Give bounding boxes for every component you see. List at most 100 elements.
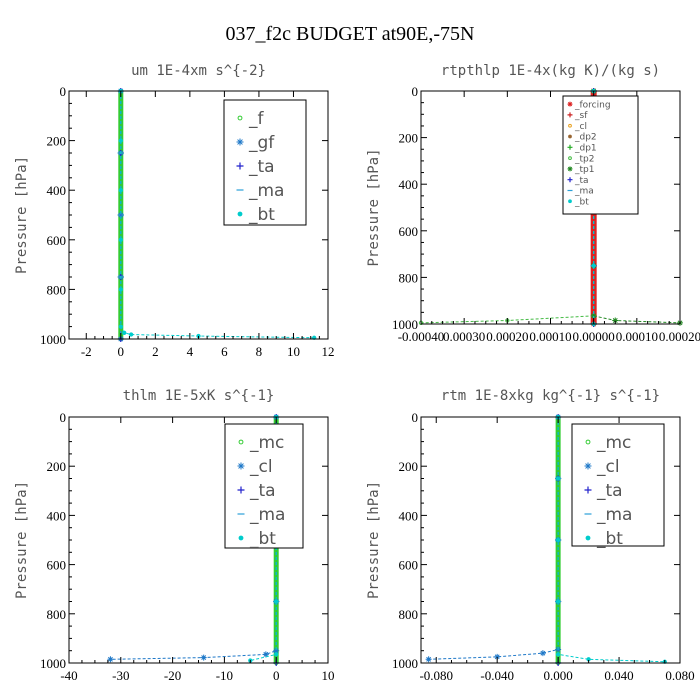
legend-marker-bt <box>238 535 244 541</box>
data-point-bt <box>118 188 123 193</box>
x-tick-label: 6 <box>221 344 228 359</box>
y-tick-label: 0 <box>412 84 419 99</box>
y-tick-label: 200 <box>47 134 67 149</box>
legend-label-ta: _ta <box>574 176 589 186</box>
legend-label-ma: _ma <box>574 187 594 197</box>
chart-panel-4: rtm 1E-8xkg kg^{-1} s^{-1} Pressure [hPa]… <box>366 388 695 683</box>
x-tick-label: 0.00020 <box>659 329 700 344</box>
legend-label-forcing: _forcing <box>574 100 611 110</box>
x-tick-label: 0.00030 <box>443 329 485 344</box>
legend-marker-forcing <box>567 101 573 107</box>
series-group <box>418 88 683 327</box>
y-tick-label: 600 <box>47 558 67 573</box>
data-point-bt <box>555 652 561 657</box>
chart-panel-1: um 1E-4xm s^{-2} Pressure [hPa] -2 0 2 4 6 8 10 1… <box>14 63 335 359</box>
legend-label-bt: _bt <box>249 529 276 549</box>
legend-marker-ta <box>236 162 244 170</box>
x-tick-label: 4 <box>187 344 194 359</box>
legend-marker-f <box>237 115 243 121</box>
y-tick-label: 400 <box>47 183 67 198</box>
legend-label-mc: _mc <box>596 433 631 453</box>
y-tick-label: 600 <box>399 558 419 573</box>
x-tick-label: -0.00040 <box>398 329 445 344</box>
plot-frame <box>420 90 681 325</box>
y-tick-label: 800 <box>47 282 67 297</box>
legend-label-bt: _bt <box>574 197 589 207</box>
x-tick-label: 0.00010 <box>529 329 571 344</box>
data-point-bt <box>118 324 123 329</box>
legend-label-tp1: _tp1 <box>574 165 594 175</box>
panel-title: thlm 1E-5xK s^{-1} <box>123 388 275 404</box>
x-tick-label: -30 <box>112 668 129 683</box>
legend-label-mc: _mc <box>249 433 284 453</box>
data-point-cl <box>262 651 269 658</box>
legend: _f _gf _ta _ma _bt <box>223 99 307 226</box>
y-tick-label: 800 <box>399 270 419 285</box>
data-point-cl <box>273 647 280 654</box>
data-point-bt <box>118 287 123 292</box>
y-axis-label: Pressure [hPa] <box>14 156 30 274</box>
legend-marker-bt <box>568 199 572 204</box>
y-tick-label: 0 <box>60 410 67 425</box>
data-point-bt <box>122 330 127 335</box>
y-tick-label: 400 <box>399 508 419 523</box>
legend-marker-cl <box>568 123 572 128</box>
y-tick-label: 1000 <box>392 317 418 332</box>
y-tick-label: 800 <box>399 607 419 622</box>
y-tick-label: 200 <box>399 459 419 474</box>
series-line-bt <box>120 91 315 339</box>
legend-marker-dp1 <box>567 144 573 150</box>
y-tick-label: 1000 <box>392 656 418 671</box>
figure-title: 037_f2c BUDGET at90E,-75N <box>225 23 474 45</box>
data-point-bt <box>274 599 279 604</box>
legend-box <box>223 99 307 226</box>
x-tick-label: 0.00010 <box>616 329 658 344</box>
legend-label-ma: _ma <box>249 505 285 525</box>
legend-label-ma: _ma <box>248 181 284 201</box>
chart-panels: um 1E-4xm s^{-2}Pressure [hPa]-2 0 2 4 6 8 10 1… <box>14 63 700 683</box>
data-point-cl <box>539 650 546 657</box>
panel-title: rtpthlp 1E-4x(kg K)/(kg s) <box>441 63 660 79</box>
x-tick-label: 0.000 <box>543 668 572 683</box>
legend-label-gf: _gf <box>248 133 275 153</box>
legend-label-dp2: _dp2 <box>574 133 597 143</box>
x-tick-label: -0.080 <box>419 668 453 683</box>
x-tick-label: 0 <box>118 344 125 359</box>
y-tick-label: 800 <box>47 607 67 622</box>
data-point-cl <box>200 654 207 661</box>
legend-label-f: _f <box>248 109 265 129</box>
legend-marker-mc <box>238 439 244 445</box>
x-tick-label: 0 <box>273 668 280 683</box>
data-point-bt <box>555 599 561 604</box>
legend: _mc _cl _ta _ma _bt <box>571 423 665 549</box>
x-tick-label: -20 <box>164 668 181 683</box>
legend-label-cl: _cl <box>249 457 273 477</box>
legend-label-cl: _cl <box>574 122 587 132</box>
legend-marker-dp2 <box>568 134 572 139</box>
y-axis-label: Pressure [hPa] <box>366 481 382 599</box>
data-point-cl <box>107 656 114 663</box>
y-tick-label: 600 <box>399 224 419 239</box>
legend-marker-sf <box>567 112 573 118</box>
x-tick-label: 10 <box>287 344 300 359</box>
legend-marker-cl <box>584 462 592 470</box>
y-tick-label: 600 <box>47 233 67 248</box>
x-tick-label: -10 <box>216 668 233 683</box>
legend-marker-mc <box>585 439 591 445</box>
data-point-bt <box>555 476 561 481</box>
legend: _forcing_sf_cl_dp2_dp1_tp2_tp1_ta_ma_bt <box>562 95 639 215</box>
legend-box <box>571 423 665 547</box>
y-axis-label: Pressure [hPa] <box>14 481 30 599</box>
y-tick-label: 1000 <box>40 656 66 671</box>
legend-label-ta: _ta <box>248 157 275 177</box>
y-tick-label: 200 <box>399 131 419 146</box>
legend-box <box>562 95 639 215</box>
panel-title: rtm 1E-8xkg kg^{-1} s^{-1} <box>441 388 660 404</box>
legend-label-sf: _sf <box>574 111 588 121</box>
data-point-bt <box>118 237 123 242</box>
panel-title: um 1E-4xm s^{-2} <box>131 63 266 79</box>
x-tick-label: 0.040 <box>604 668 633 683</box>
x-tick-label: -2 <box>81 344 92 359</box>
data-point-cl <box>494 653 501 660</box>
